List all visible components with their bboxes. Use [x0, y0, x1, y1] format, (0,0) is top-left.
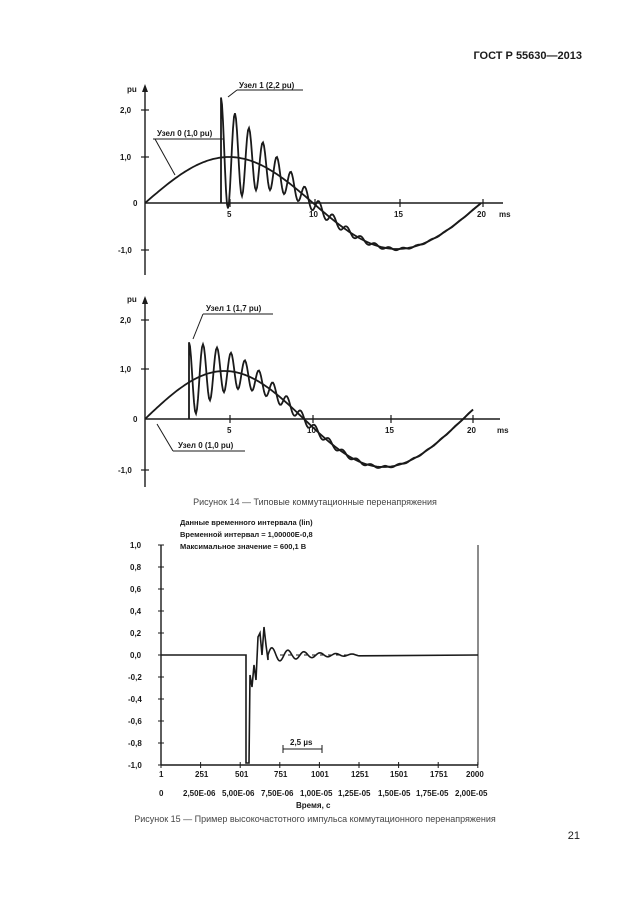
y-tick: 1,0 — [120, 153, 132, 162]
x-tick: 10 — [309, 210, 318, 219]
y-tick: -1,0 — [118, 246, 132, 255]
y-unit: pu — [127, 295, 137, 304]
y-tick: -0,6 — [128, 717, 142, 726]
x-axis-label: Время, с — [296, 801, 331, 810]
header-line: Временной интервал = 1,00000E-0,8 — [180, 530, 313, 539]
page-number: 21 — [567, 830, 580, 842]
x-tick: 20 — [467, 426, 476, 435]
x-tick: 15 — [385, 426, 394, 435]
fig15-plot: Данные временного интервала (lin) Времен… — [128, 518, 488, 810]
y-axis-arrow — [142, 296, 148, 304]
x-tick-sample: 751 — [274, 770, 288, 779]
x-tick-sample: 1001 — [311, 770, 329, 779]
y-tick: 2,0 — [120, 316, 132, 325]
y-tick: 1,0 — [130, 541, 142, 550]
x-tick-time: 5,00E-06 — [222, 789, 255, 798]
y-tick: -0,4 — [128, 695, 142, 704]
x-tick-time: 1,75E-05 — [416, 789, 449, 798]
x-tick: 15 — [394, 210, 403, 219]
y-tick: -0,2 — [128, 673, 142, 682]
x-tick-time: 0 — [159, 789, 164, 798]
x-tick: 10 — [307, 426, 316, 435]
x-tick: 20 — [477, 210, 486, 219]
y-tick: 0,8 — [130, 563, 142, 572]
x-tick: 5 — [227, 426, 232, 435]
header-line: Максимальное значение = 600,1 В — [180, 542, 307, 551]
x-tick: 5 — [227, 210, 232, 219]
x-unit: ms — [497, 426, 509, 435]
annotation-node0: Узел 0 (1,0 pu) — [157, 129, 213, 138]
x-tick-sample: 1501 — [390, 770, 408, 779]
annotation-node1: Узел 1 (2,2 pu) — [239, 81, 295, 90]
node1-curve — [220, 97, 482, 252]
x-tick-time: 2,50E-06 — [183, 789, 216, 798]
scale-bar-label: 2,5 µs — [290, 738, 313, 747]
x-tick-sample: 1751 — [430, 770, 448, 779]
pulse-waveform — [161, 626, 479, 764]
x-tick-time: 7,50E-06 — [261, 789, 294, 798]
node1-curve — [188, 341, 474, 469]
y-tick: 2,0 — [120, 106, 132, 115]
header-line: Данные временного интервала (lin) — [180, 518, 313, 527]
x-tick-time: 1,25E-05 — [338, 789, 371, 798]
y-tick: 0 — [133, 199, 138, 208]
y-unit: pu — [127, 85, 137, 94]
annotation-node1: Узел 1 (1,7 pu) — [206, 304, 262, 313]
x-tick-time: 1,00E-05 — [300, 789, 333, 798]
y-tick: 0,4 — [130, 607, 142, 616]
x-unit: ms — [499, 210, 511, 219]
x-tick-sample: 1 — [159, 770, 164, 779]
x-tick-sample: 251 — [195, 770, 209, 779]
y-tick: 0,2 — [130, 629, 142, 638]
annotation-node0: Узел 0 (1,0 pu) — [178, 441, 234, 450]
x-tick-time: 2,00E-05 — [455, 789, 488, 798]
y-tick: -1,0 — [118, 466, 132, 475]
y-tick: -1,0 — [128, 761, 142, 770]
fig14-top-plot: pu 2,0 1,0 0 -1,0 5 10 15 20 ms Узел 1 (… — [118, 81, 511, 275]
y-tick: -0,8 — [128, 739, 142, 748]
x-tick-sample: 1251 — [351, 770, 369, 779]
y-tick: 0,6 — [130, 585, 142, 594]
y-tick: 1,0 — [120, 365, 132, 374]
y-tick: 0,0 — [130, 651, 142, 660]
x-tick-sample: 2000 — [466, 770, 484, 779]
x-tick-time: 1,50E-05 — [378, 789, 411, 798]
y-tick: 0 — [133, 415, 138, 424]
document-code: ГОСТ Р 55630—2013 — [473, 50, 582, 62]
fig14-bottom-plot: pu 2,0 1,0 0 -1,0 5 10 15 20 ms Узел 1 (… — [118, 295, 509, 487]
x-tick-sample: 501 — [235, 770, 249, 779]
figure-15-caption: Рисунок 15 — Пример высокочастотного имп… — [134, 814, 496, 824]
figure-14-caption: Рисунок 14 — Типовые коммутационные пере… — [193, 497, 437, 507]
y-axis-arrow — [142, 84, 148, 92]
